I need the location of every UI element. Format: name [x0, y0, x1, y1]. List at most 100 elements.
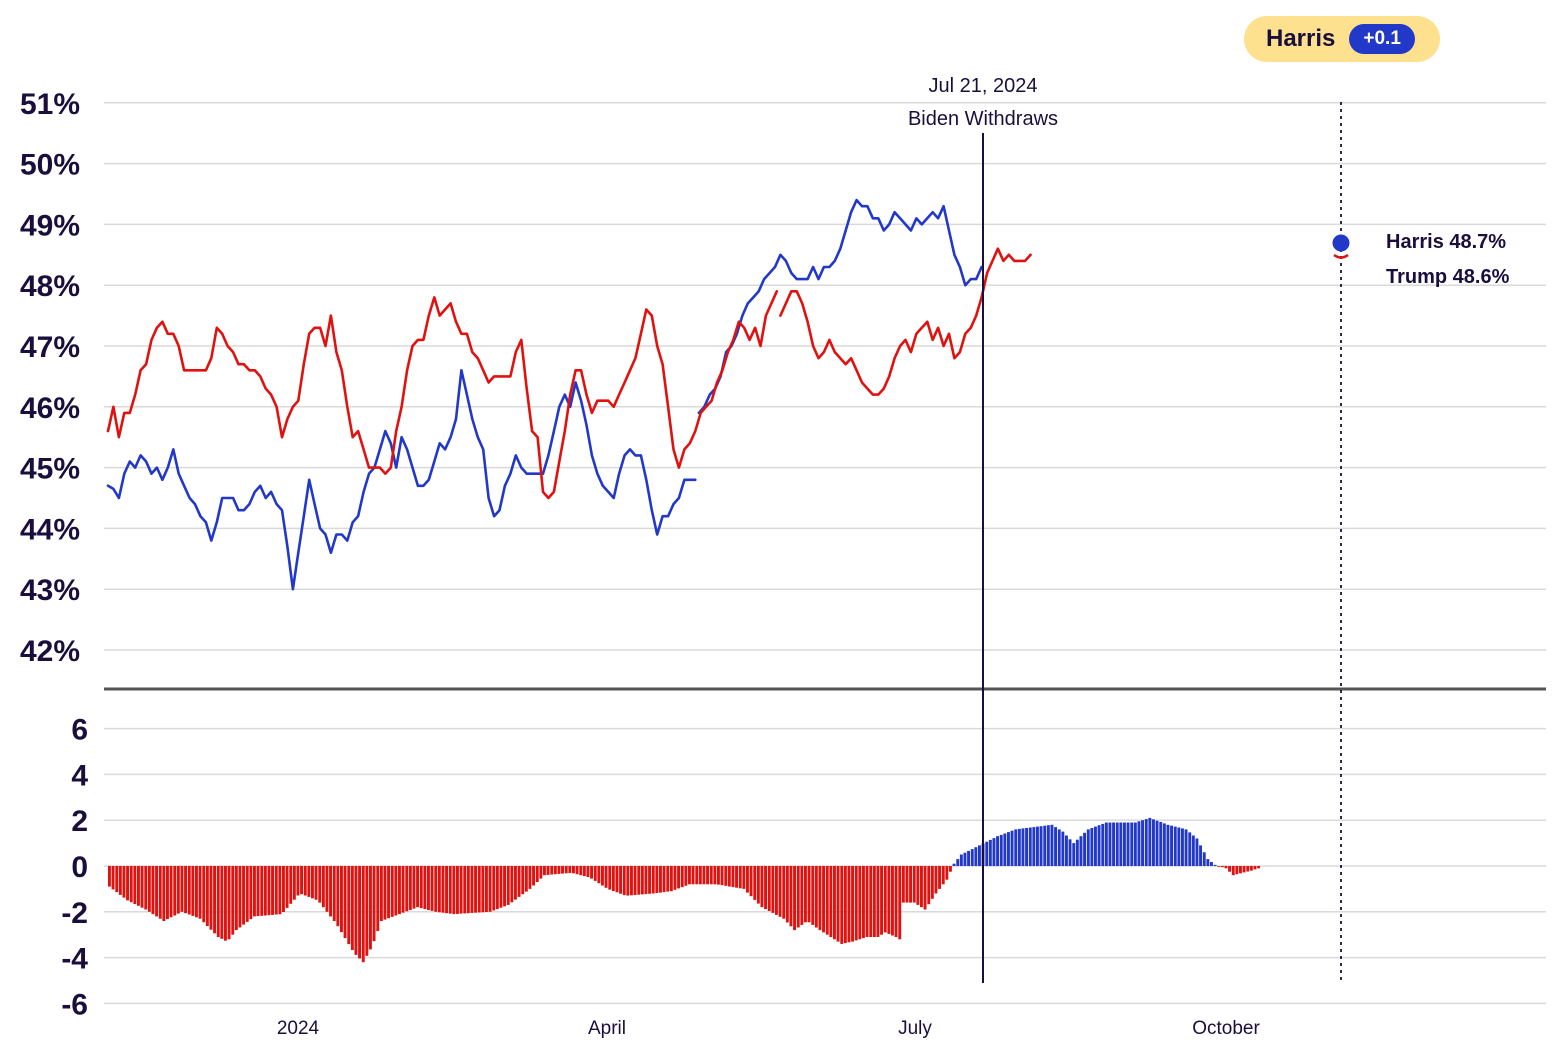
margin-bar	[648, 866, 651, 894]
margin-bar	[862, 866, 865, 939]
margin-bar	[227, 866, 231, 940]
margin-bar	[1206, 859, 1210, 866]
margin-bar	[412, 866, 416, 909]
margin-bar	[147, 866, 151, 912]
top-grid: 42% 43% 44% 45% 46% 47% 48% 49% 50% 51%	[20, 88, 1546, 668]
margin-bar	[459, 866, 463, 914]
margin-bar	[314, 866, 318, 900]
margin-bar	[427, 866, 430, 910]
margin-bar	[1086, 829, 1090, 866]
margin-bar	[524, 866, 528, 892]
margin-bar	[343, 866, 347, 939]
margin-bar	[923, 866, 927, 910]
margin-bar	[495, 866, 499, 910]
margin-bar	[1253, 866, 1257, 870]
margin-bar	[597, 866, 601, 884]
margin-bar	[920, 866, 923, 908]
y-tick-label: 49%	[20, 209, 80, 242]
margin-bar	[938, 866, 941, 889]
event-date-label: Jul 21, 2024	[929, 75, 1038, 97]
margin-bar	[564, 866, 568, 874]
margin-bar	[684, 866, 688, 886]
margin-bar	[963, 852, 967, 866]
margin-bar	[680, 866, 684, 888]
margin-bar	[771, 866, 775, 913]
margin-bar	[1065, 835, 1068, 866]
margin-bar	[1050, 824, 1054, 866]
margin-bar	[216, 866, 220, 937]
margin-bar	[466, 866, 470, 914]
margin-bar	[1210, 862, 1213, 866]
margin-bar	[517, 866, 521, 897]
margin-bar	[1068, 839, 1072, 866]
margin-bar	[1014, 829, 1018, 866]
margin-bar	[358, 866, 361, 959]
margin-bar	[1249, 866, 1253, 871]
margin-bar	[503, 866, 506, 907]
leader-badge: Harris +0.1	[1244, 16, 1440, 62]
margin-bar	[775, 866, 778, 915]
margin-bar	[419, 866, 423, 909]
y-tick-label: 48%	[20, 270, 80, 303]
margin-bar	[278, 866, 282, 915]
margin-bar	[184, 866, 187, 914]
margin-bar	[1057, 829, 1061, 866]
margin-bar	[1130, 822, 1134, 866]
margin-bar	[108, 866, 111, 887]
margin-bar	[115, 866, 119, 893]
margin-bar	[1108, 822, 1112, 866]
margin-bar	[1166, 824, 1170, 866]
x-tick-label: April	[588, 1018, 626, 1039]
margin-bar	[198, 866, 202, 919]
margin-bar	[253, 866, 256, 917]
margin-bar	[318, 866, 322, 903]
margin-bar	[1191, 835, 1195, 866]
margin-bar	[655, 866, 659, 893]
margin-bar	[901, 866, 905, 903]
margin-bars	[108, 817, 1260, 963]
margin-bar	[456, 866, 459, 914]
margin-bar	[760, 866, 764, 908]
margin-bar	[151, 866, 155, 915]
margin-bar	[1028, 827, 1032, 866]
margin-bar	[640, 866, 644, 895]
margin-bar	[1141, 820, 1144, 866]
margin-bar	[274, 866, 278, 915]
trump-poll-line	[779, 247, 1032, 396]
margin-bar	[749, 866, 753, 897]
margin-bar	[843, 866, 847, 944]
margin-bar	[231, 866, 235, 935]
margin-bar	[122, 866, 126, 898]
margin-bar	[630, 866, 633, 896]
y-tick-label: 6	[71, 714, 88, 747]
margin-bar	[1054, 827, 1057, 866]
harris-end-dot	[1332, 234, 1350, 252]
margin-bar	[430, 866, 434, 911]
margin-bar	[347, 866, 351, 945]
margin-bar	[485, 866, 488, 912]
margin-bar	[336, 866, 340, 927]
margin-bar	[514, 866, 517, 900]
margin-bar	[764, 866, 767, 910]
margin-bar	[401, 866, 405, 913]
margin-bar	[608, 866, 612, 890]
margin-bar	[1036, 826, 1039, 866]
margin-bar	[332, 866, 336, 921]
margin-bar	[423, 866, 427, 910]
margin-bar	[129, 866, 133, 903]
harris-poll-line	[106, 369, 697, 591]
margin-bar	[909, 866, 912, 903]
margin-bar	[851, 866, 854, 942]
margin-bar	[1239, 866, 1242, 874]
margin-bar	[1202, 852, 1206, 866]
margin-bar	[213, 866, 216, 934]
margin-bar	[441, 866, 445, 913]
margin-bar	[1170, 825, 1173, 866]
margin-bar	[949, 866, 952, 872]
margin-bar	[807, 866, 811, 923]
margin-bar	[209, 866, 213, 930]
margin-bar	[818, 866, 822, 931]
margin-bar	[905, 866, 909, 903]
margin-bar	[474, 866, 477, 913]
margin-bar	[916, 866, 920, 905]
